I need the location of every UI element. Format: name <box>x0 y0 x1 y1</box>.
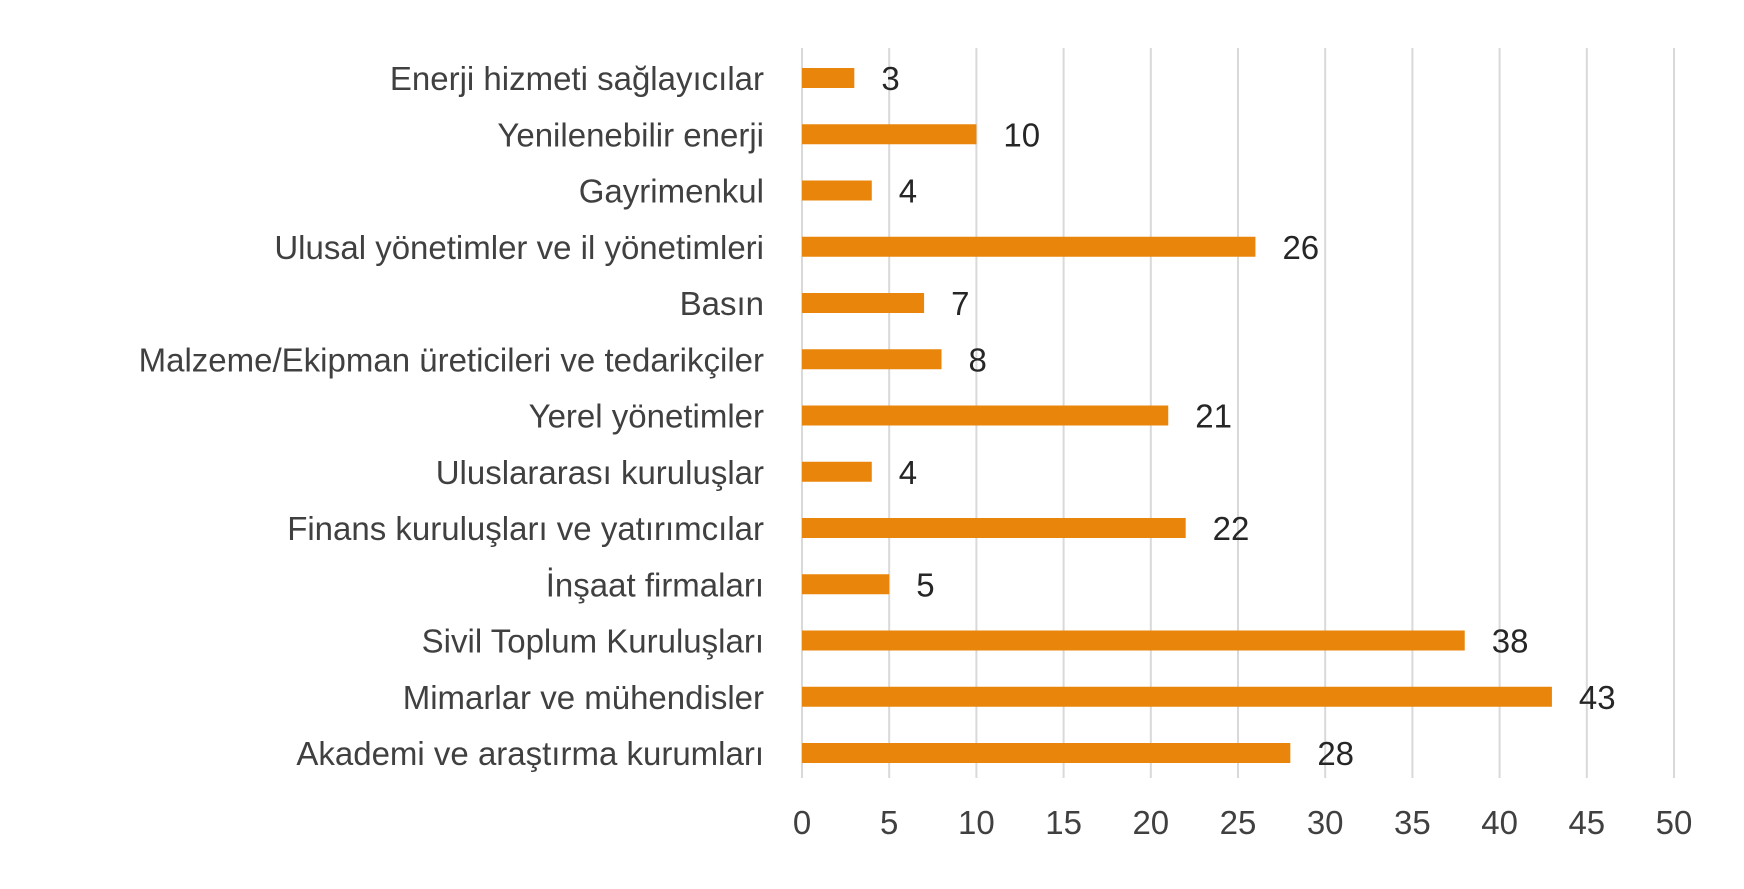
x-tick-label: 40 <box>1481 804 1518 841</box>
data-label: 22 <box>1213 510 1250 547</box>
bar <box>802 349 942 370</box>
bar <box>802 68 855 88</box>
bar <box>802 405 1169 426</box>
category-label: Basın <box>680 285 764 322</box>
category-label: Enerji hizmeti sağlayıcılar <box>390 60 764 97</box>
x-tick-label: 5 <box>880 804 898 841</box>
x-tick-label: 10 <box>958 804 995 841</box>
data-label: 4 <box>899 454 917 491</box>
data-label: 43 <box>1579 679 1616 716</box>
bar <box>802 743 1291 763</box>
bar <box>802 461 872 482</box>
data-label: 21 <box>1195 398 1232 435</box>
bar <box>802 686 1552 707</box>
data-label: 8 <box>969 341 987 378</box>
category-label: Akademi ve araştırma kurumları <box>296 735 764 772</box>
data-label: 26 <box>1282 229 1319 266</box>
data-label: 28 <box>1317 735 1354 772</box>
data-label: 7 <box>951 285 969 322</box>
category-label: Gayrimenkul <box>579 173 764 210</box>
data-label: 38 <box>1492 623 1529 660</box>
bar <box>802 630 1465 651</box>
bars <box>802 68 1552 763</box>
x-axis-ticks: 0 5 10 15 20 25 30 35 40 45 50 <box>793 804 1693 841</box>
data-label: 3 <box>881 60 899 97</box>
category-label: Mimarlar ve mühendisler <box>403 679 764 716</box>
category-label: Finans kuruluşları ve yatırımcılar <box>287 510 764 547</box>
x-tick-label: 35 <box>1394 804 1431 841</box>
category-label: Ulusal yönetimler ve il yönetimleri <box>274 229 764 266</box>
category-label: Sivil Toplum Kuruluşları <box>422 623 764 660</box>
category-label: Malzeme/Ekipman üreticileri ve tedarikçi… <box>139 341 764 378</box>
category-label: Uluslararası kuruluşlar <box>436 454 764 491</box>
x-tick-label: 50 <box>1656 804 1693 841</box>
category-label: İnşaat firmaları <box>546 566 764 603</box>
data-labels: 3 10 4 26 78 21 4 22 5 38 43 28 <box>881 60 1615 772</box>
bar <box>802 180 872 201</box>
bar <box>802 574 890 595</box>
x-tick-label: 15 <box>1045 804 1082 841</box>
x-tick-label: 45 <box>1568 804 1605 841</box>
category-label: Yerel yönetimler <box>529 398 764 435</box>
x-tick-label: 25 <box>1220 804 1257 841</box>
data-label: 10 <box>1003 116 1040 153</box>
bar <box>802 124 977 145</box>
bar <box>802 236 1256 257</box>
bar <box>802 293 925 313</box>
category-label: Yenilenebilir enerji <box>497 116 764 153</box>
x-tick-label: 0 <box>793 804 811 841</box>
x-tick-label: 30 <box>1307 804 1344 841</box>
bar <box>802 518 1186 538</box>
data-label: 4 <box>899 173 917 210</box>
category-labels: Enerji hizmeti sağlayıcılar Yenilenebilir… <box>139 60 764 772</box>
x-tick-label: 20 <box>1132 804 1169 841</box>
data-label: 5 <box>916 566 934 603</box>
